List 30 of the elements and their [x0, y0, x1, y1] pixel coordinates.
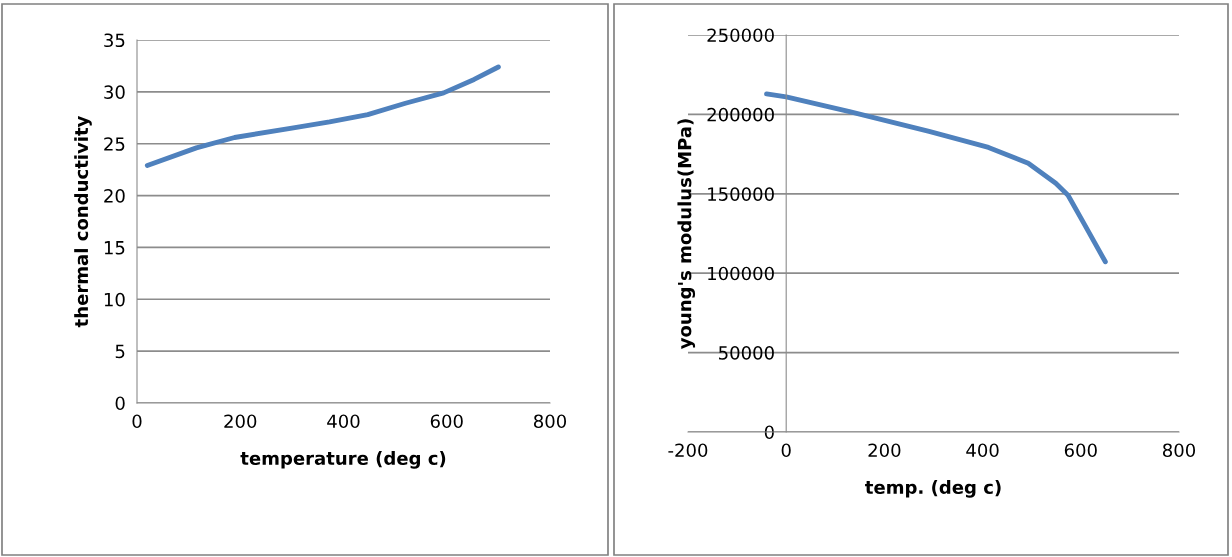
x-tick-label: 600: [1064, 443, 1097, 458]
y-tick-label: 0: [115, 396, 125, 411]
y-tick-label: 100000: [708, 266, 774, 281]
x-tick-label: 400: [966, 443, 999, 458]
y-tick-label: 30: [104, 85, 125, 99]
x-axis-title: temp. (deg c): [865, 480, 1001, 498]
x-axis-title: temperature (deg c): [240, 451, 446, 469]
y-tick-label: 5: [115, 344, 125, 359]
y-axis-title: thermal conductivity: [74, 115, 92, 328]
x-tick-label: 800: [1162, 443, 1196, 458]
x-tick-label: -200: [668, 443, 708, 458]
y-tick-label: 150000: [708, 187, 774, 201]
y-tick-label: 200000: [707, 107, 774, 122]
x-tick-label: 0: [132, 414, 142, 429]
y-tick-label: 35: [104, 33, 125, 48]
x-tick-label: 200: [868, 443, 901, 458]
y-tick-label: 250000: [707, 28, 774, 43]
y-tick-label: 25: [104, 137, 125, 151]
x-tick-label: 200: [224, 414, 257, 429]
y-axis-title: young's modulus(MPa): [677, 119, 696, 350]
x-tick-label: 600: [430, 414, 463, 429]
x-tick-label: 400: [327, 414, 360, 429]
y-tick-label: 0: [764, 425, 774, 440]
y-tick-label: 10: [104, 292, 125, 307]
y-tick-label: 50000: [719, 346, 774, 360]
line-series: [144, 64, 501, 168]
y-tick-label: 15: [104, 241, 125, 255]
y-tick-label: 20: [104, 189, 125, 203]
x-tick-label: 800: [533, 414, 567, 429]
x-tick-label: 0: [781, 443, 791, 458]
